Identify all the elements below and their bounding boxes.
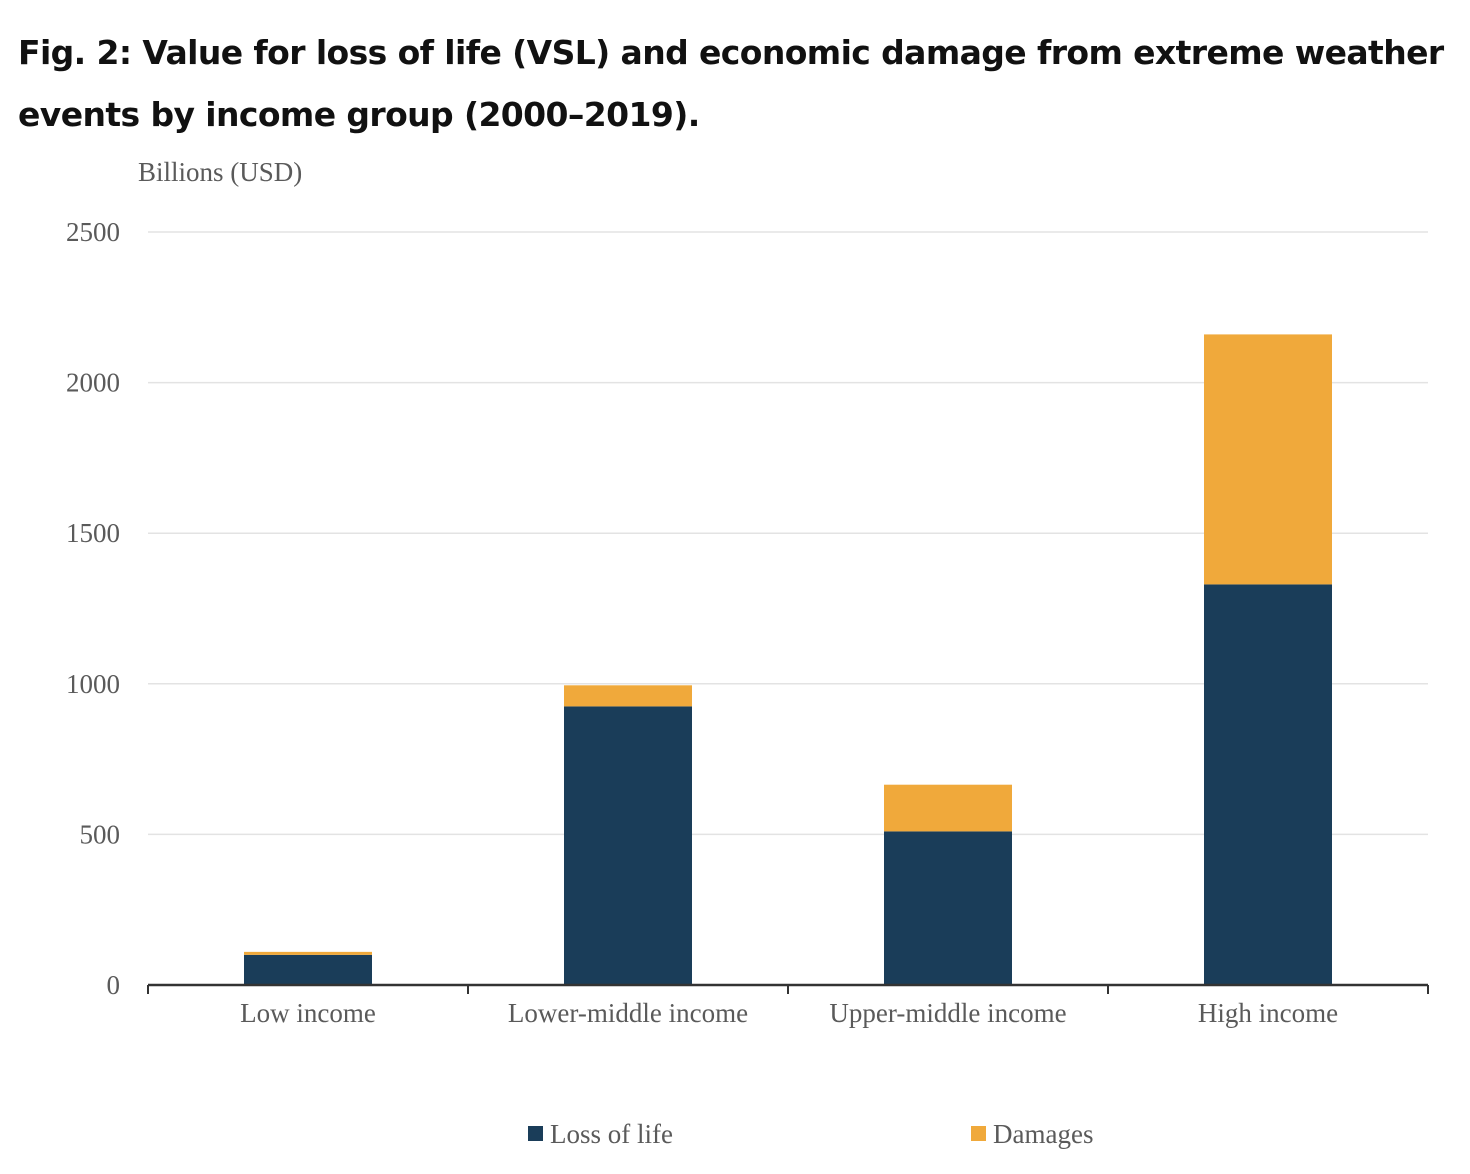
x-axis: Low income Lower-middle income Upper-middl… xyxy=(147,983,1429,1028)
y-tick-label-2500: 2500 xyxy=(66,217,120,247)
figure-title: Fig. 2: Value for loss of life (VSL) and… xyxy=(18,33,1444,134)
y-tick-label-1000: 1000 xyxy=(66,669,120,699)
legend-label-1: Damages xyxy=(993,1119,1093,1149)
y-axis-ticks: 0 500 1000 1500 2000 2500 xyxy=(66,217,120,1000)
bar-upper-middle-income-loss-of-life xyxy=(884,831,1012,985)
bars xyxy=(244,334,1332,985)
y-tick-label-1500: 1500 xyxy=(66,518,120,548)
bar-high-income-damages xyxy=(1204,334,1332,585)
bar-high-income-loss-of-life xyxy=(1204,584,1332,985)
legend-label-0: Loss of life xyxy=(550,1119,673,1149)
bar-lower-middle-income-damages xyxy=(564,685,692,707)
legend-swatch-0 xyxy=(528,1126,543,1141)
y-tick-label-0: 0 xyxy=(107,970,121,1000)
x-tick-label: Lower-middle income xyxy=(508,998,748,1028)
legend: Loss of life Damages xyxy=(528,1119,1093,1149)
x-tick-label: Low income xyxy=(240,998,376,1028)
x-tick-label: Upper-middle income xyxy=(829,998,1066,1028)
bar-upper-middle-income-damages xyxy=(884,784,1012,832)
x-tick-label: High income xyxy=(1198,998,1338,1028)
y-axis-unit-label: Billions (USD) xyxy=(138,157,302,187)
bar-low-income-loss-of-life xyxy=(244,954,372,985)
bar-lower-middle-income-loss-of-life xyxy=(564,706,692,985)
bar-low-income-damages xyxy=(244,951,372,955)
y-tick-label-500: 500 xyxy=(80,819,121,849)
y-tick-label-2000: 2000 xyxy=(66,368,120,398)
legend-swatch-1 xyxy=(971,1126,986,1141)
